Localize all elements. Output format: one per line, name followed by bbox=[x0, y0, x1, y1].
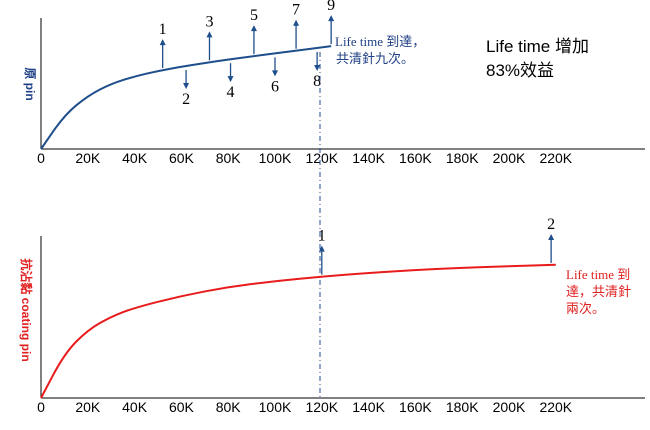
x-tick-label: 20K bbox=[75, 399, 101, 415]
x-tick-label: 120K bbox=[305, 150, 338, 166]
x-tick-label: 40K bbox=[122, 399, 148, 415]
x-tick-label: 220K bbox=[539, 150, 572, 166]
x-tick-label: 180K bbox=[446, 150, 479, 166]
cleaning-marker: 1 bbox=[318, 228, 326, 275]
bottom-annotation-line-1: Life time 到 bbox=[566, 267, 630, 282]
top-cleaning-markers: 1 2 3 4 5 6 7 8 9 bbox=[159, 0, 335, 108]
top-note-line-1: Life time 增加 bbox=[486, 37, 589, 56]
arrow-down-icon bbox=[183, 82, 190, 89]
top-series-line bbox=[40, 45, 332, 150]
cleaning-marker: 5 bbox=[250, 7, 258, 55]
arrow-up-icon bbox=[328, 15, 335, 22]
arrow-up-icon bbox=[548, 233, 555, 240]
x-tick-label: 120K bbox=[305, 399, 338, 415]
marker-label: 2 bbox=[547, 216, 555, 233]
bottom-annotation-line-2: 達，共清針 bbox=[566, 284, 631, 299]
bottom-cleaning-markers: 12 bbox=[318, 216, 555, 275]
arrow-up-icon bbox=[250, 25, 257, 32]
x-tick-label: 140K bbox=[352, 150, 385, 166]
marker-label: 1 bbox=[318, 228, 326, 245]
bottom-chart: 抗沾黏 coating pin 0 20K 40K 60K 80K 100K 120K 140… bbox=[19, 216, 645, 415]
top-y-label: 原 pin bbox=[23, 67, 37, 100]
arrow-up-icon bbox=[159, 39, 166, 46]
marker-label: 3 bbox=[205, 13, 213, 30]
bottom-y-label: 抗沾黏 coating pin bbox=[19, 258, 34, 361]
x-tick-label: 40K bbox=[122, 150, 148, 166]
top-annotation-line-1: Life time 到達， bbox=[335, 34, 425, 49]
marker-label: 5 bbox=[250, 7, 258, 24]
x-tick-label: 180K bbox=[446, 399, 479, 415]
marker-label: 2 bbox=[182, 91, 190, 108]
cleaning-marker: 2 bbox=[182, 69, 190, 108]
x-tick-label: 60K bbox=[169, 399, 195, 415]
x-tick-label: 20K bbox=[75, 150, 101, 166]
arrow-down-icon bbox=[314, 64, 321, 71]
bottom-annotation-line-3: 兩次。 bbox=[566, 301, 605, 316]
x-tick-label: 160K bbox=[399, 399, 432, 415]
x-tick-label: 80K bbox=[216, 150, 242, 166]
x-tick-label: 0 bbox=[37, 150, 45, 166]
cleaning-marker: 9 bbox=[327, 0, 335, 45]
x-tick-label: 200K bbox=[493, 150, 526, 166]
arrow-down-icon bbox=[272, 70, 278, 77]
cleaning-marker: 6 bbox=[271, 57, 279, 95]
x-tick-label: 100K bbox=[259, 150, 292, 166]
cleaning-marker: 2 bbox=[547, 216, 555, 263]
top-chart: 原 pin 0 20K 40K 60K 80K 100K 120K 140K 160K 180K 2… bbox=[23, 0, 645, 166]
bottom-series-line bbox=[40, 263, 556, 399]
marker-label: 4 bbox=[227, 84, 235, 101]
top-note-line-2: 83%效益 bbox=[486, 61, 554, 80]
x-tick-label: 80K bbox=[216, 399, 242, 415]
cleaning-marker: 8 bbox=[313, 51, 321, 90]
cleaning-marker: 1 bbox=[159, 21, 167, 69]
x-tick-label: 140K bbox=[352, 399, 385, 415]
x-tick-label: 220K bbox=[539, 399, 572, 415]
cleaning-marker: 3 bbox=[205, 13, 213, 61]
x-tick-label: 160K bbox=[399, 150, 432, 166]
marker-label: 6 bbox=[271, 78, 279, 95]
x-tick-label: 200K bbox=[493, 399, 526, 415]
arrow-up-icon bbox=[206, 31, 213, 38]
arrow-up-icon bbox=[293, 19, 300, 26]
marker-label: 9 bbox=[327, 0, 335, 14]
marker-label: 7 bbox=[292, 2, 300, 19]
arrow-down-icon bbox=[227, 76, 234, 83]
x-tick-label: 0 bbox=[37, 399, 45, 415]
top-annotation-line-2: 共清針九次。 bbox=[336, 51, 414, 66]
bottom-x-ticks: 0 20K 40K 60K 80K 100K 120K 140K 160K 180K 200K 220… bbox=[37, 399, 573, 415]
arrow-up-icon bbox=[318, 245, 325, 252]
x-tick-label: 100K bbox=[259, 399, 292, 415]
marker-label: 8 bbox=[313, 73, 321, 90]
x-tick-label: 60K bbox=[169, 150, 195, 166]
cleaning-marker: 4 bbox=[227, 63, 235, 101]
marker-label: 1 bbox=[159, 21, 167, 38]
top-x-ticks: 0 20K 40K 60K 80K 100K 120K 140K 160K 180K 200K 220… bbox=[37, 150, 573, 166]
cleaning-marker: 7 bbox=[292, 2, 300, 49]
